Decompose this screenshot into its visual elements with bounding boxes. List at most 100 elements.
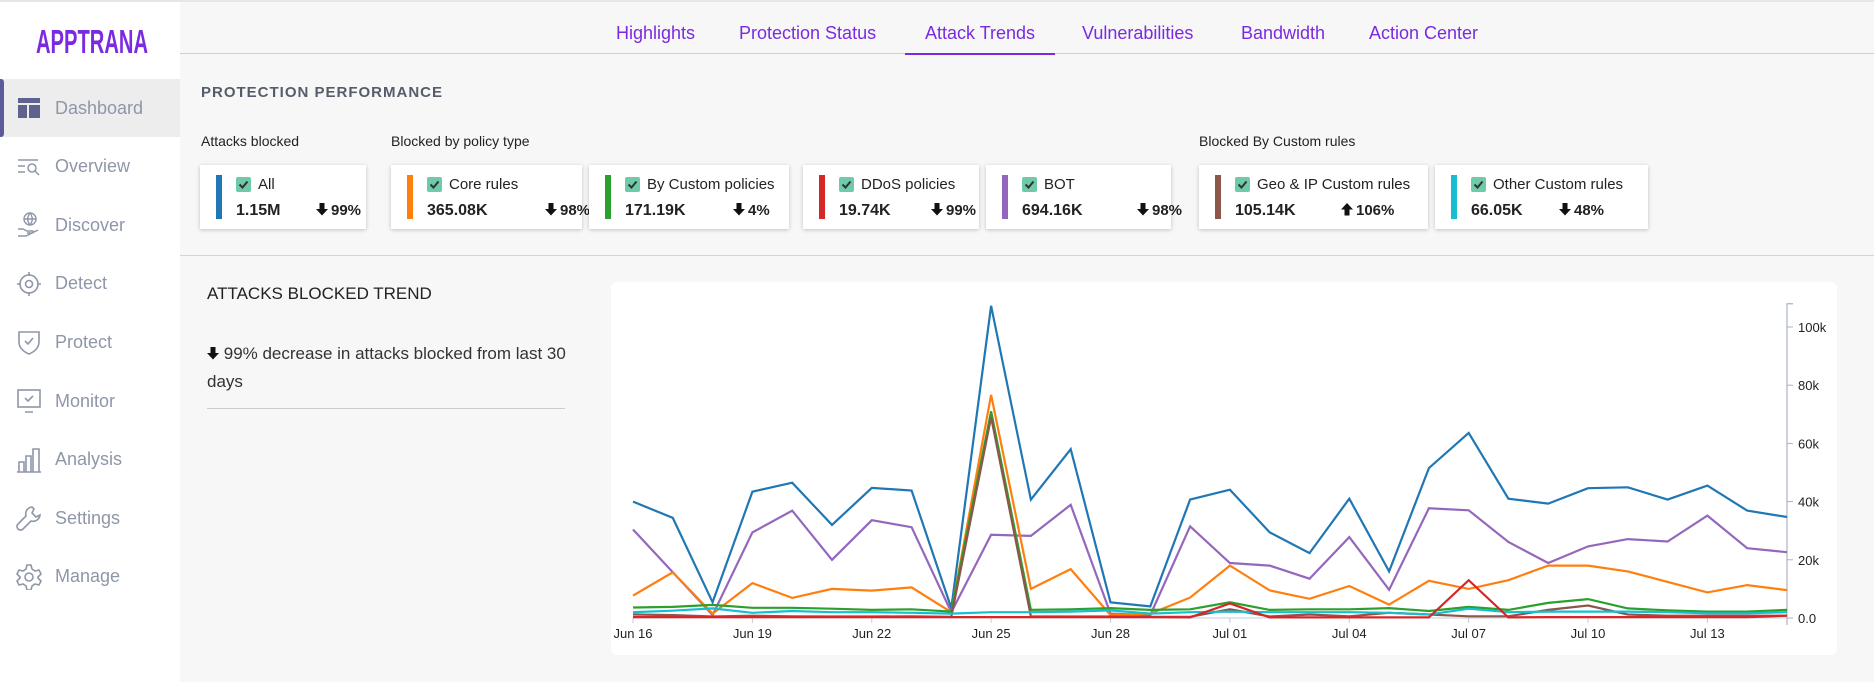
y-tick-label: 40k	[1798, 495, 1819, 510]
arrow-down-icon	[931, 203, 943, 216]
metric-card-by-custom-policies[interactable]: By Custom policies 171.19K 4%	[589, 165, 789, 229]
arrow-down-icon	[207, 347, 219, 360]
x-tick-label: Jul 07	[1451, 626, 1486, 641]
dashboard-icon	[16, 95, 42, 121]
sidebar-item-label: Analysis	[55, 449, 123, 470]
x-tick-label: Jun 25	[972, 626, 1011, 641]
gear-icon	[16, 563, 42, 590]
sidebar: APPTRANA Dashboard Overview Discover Detect…	[0, 0, 180, 682]
y-tick-label: 60k	[1798, 436, 1819, 451]
card-label: BOT	[1044, 176, 1075, 193]
series-checkbox[interactable]	[839, 177, 854, 192]
tab-protection-status[interactable]: Protection Status	[739, 23, 877, 43]
card-change: 98%	[545, 202, 590, 219]
card-change-value: 48%	[1574, 202, 1605, 219]
card-value: 66.05K	[1471, 202, 1523, 219]
sidebar-item-manage[interactable]: Manage	[0, 548, 180, 606]
checkmark-icon	[627, 180, 638, 189]
card-change-value: 99%	[331, 202, 362, 219]
series-color-bar	[216, 175, 222, 219]
card-value: 694.16K	[1022, 202, 1083, 219]
series-color-bar	[1215, 175, 1221, 219]
section-title: PROTECTION PERFORMANCE	[201, 84, 444, 101]
series-color-bar	[407, 175, 413, 219]
card-label: DDoS policies	[861, 176, 956, 193]
card-change: 99%	[931, 202, 976, 219]
arrow-down-icon	[733, 203, 745, 216]
series-line-5	[632, 607, 1788, 616]
card-change-value: 106%	[1356, 202, 1395, 219]
y-tick-label: 0.0	[1798, 611, 1816, 626]
x-tick-label: Jun 28	[1091, 626, 1130, 641]
series-checkbox[interactable]	[236, 177, 251, 192]
tab-bandwidth[interactable]: Bandwidth	[1241, 23, 1326, 43]
card-value: 105.14K	[1235, 202, 1296, 219]
tab-highlights[interactable]: Highlights	[616, 23, 696, 43]
sidebar-item-monitor[interactable]: Monitor	[0, 372, 180, 430]
x-tick-label: Jul 01	[1213, 626, 1248, 641]
series-color-bar	[1002, 175, 1008, 219]
series-checkbox[interactable]	[1471, 177, 1486, 192]
arrow-up-icon	[1341, 203, 1353, 216]
card-change-value: 98%	[1152, 202, 1183, 219]
tab-action-center[interactable]: Action Center	[1369, 23, 1479, 43]
card-value: 1.15M	[236, 202, 281, 219]
arrow-down-icon	[545, 203, 557, 216]
checkmark-icon	[1473, 180, 1484, 189]
card-change-value: 99%	[946, 202, 977, 219]
card-change-value: 4%	[748, 202, 770, 219]
card-change-value: 98%	[560, 202, 591, 219]
card-label: Other Custom rules	[1493, 176, 1624, 193]
group-label-custom: Blocked By Custom rules	[1199, 133, 1356, 149]
series-checkbox[interactable]	[1022, 177, 1037, 192]
sidebar-item-label: Detect	[55, 273, 108, 294]
y-tick-label: 80k	[1798, 378, 1819, 393]
section-divider	[180, 255, 1874, 256]
metric-card-core-rules[interactable]: Core rules 365.08K 98%	[391, 165, 590, 229]
metric-card-bot[interactable]: BOT 694.16K 98%	[986, 165, 1182, 229]
card-value: 171.19K	[625, 202, 686, 219]
sidebar-item-protect[interactable]: Protect	[0, 313, 180, 371]
apptrana-logo[interactable]: APPTRANA	[36, 24, 150, 58]
series-line-3	[632, 411, 1788, 613]
metric-card-all[interactable]: All 1.15M 99%	[200, 165, 366, 229]
sidebar-item-settings[interactable]: Settings	[0, 489, 180, 547]
x-tick-label: Jul 04	[1332, 626, 1367, 641]
metric-card-ddos-policies[interactable]: DDoS policies 19.74K 99%	[803, 165, 979, 229]
sidebar-item-label: Discover	[55, 214, 126, 235]
sidebar-item-discover[interactable]: Discover	[0, 196, 180, 254]
card-change: 4%	[733, 202, 770, 219]
svg-text:APPTRANA: APPTRANA	[36, 24, 148, 58]
sidebar-item-analysis[interactable]: Analysis	[0, 431, 180, 489]
trend-divider	[207, 408, 565, 409]
sidebar-item-label: Dashboard	[55, 97, 144, 118]
series-checkbox[interactable]	[1235, 177, 1250, 192]
sidebar-item-detect[interactable]: Detect	[0, 255, 180, 313]
card-label: Geo & IP Custom rules	[1257, 176, 1411, 193]
tab-attack-trends[interactable]: Attack Trends	[905, 2, 1056, 55]
top-tab-bar: Highlights Protection Status Attack Trends…	[180, 0, 1874, 55]
card-value: 19.74K	[839, 202, 891, 219]
sidebar-item-dashboard[interactable]: Dashboard	[0, 79, 180, 137]
checkmark-icon	[238, 180, 249, 189]
card-value: 365.08K	[427, 202, 488, 219]
sidebar-item-label: Overview	[55, 156, 131, 177]
y-axis-line	[1786, 303, 1793, 625]
arrow-down-icon	[1137, 203, 1149, 216]
metric-card-other-custom-rules[interactable]: Other Custom rules 66.05K 48%	[1435, 165, 1648, 229]
tab-vulnerabilities[interactable]: Vulnerabilities	[1082, 23, 1194, 43]
card-label: All	[258, 176, 275, 193]
trend-summary-text: 99% decrease in attacks blocked from las…	[207, 344, 566, 391]
x-tick-label: Jun 16	[613, 626, 652, 641]
metric-card-geo-ip-custom-rules[interactable]: Geo & IP Custom rules 105.14K 106%	[1199, 165, 1428, 229]
x-tick-label: Jul 10	[1571, 626, 1606, 641]
group-label-policy: Blocked by policy type	[391, 133, 530, 149]
series-checkbox[interactable]	[427, 177, 442, 192]
card-change: 98%	[1137, 202, 1182, 219]
card-change: 48%	[1559, 202, 1604, 219]
sidebar-item-overview[interactable]: Overview	[0, 138, 180, 196]
series-color-bar	[819, 175, 825, 219]
group-label-attacks: Attacks blocked	[201, 133, 300, 149]
series-checkbox[interactable]	[625, 177, 640, 192]
series-line-1	[632, 503, 1788, 618]
